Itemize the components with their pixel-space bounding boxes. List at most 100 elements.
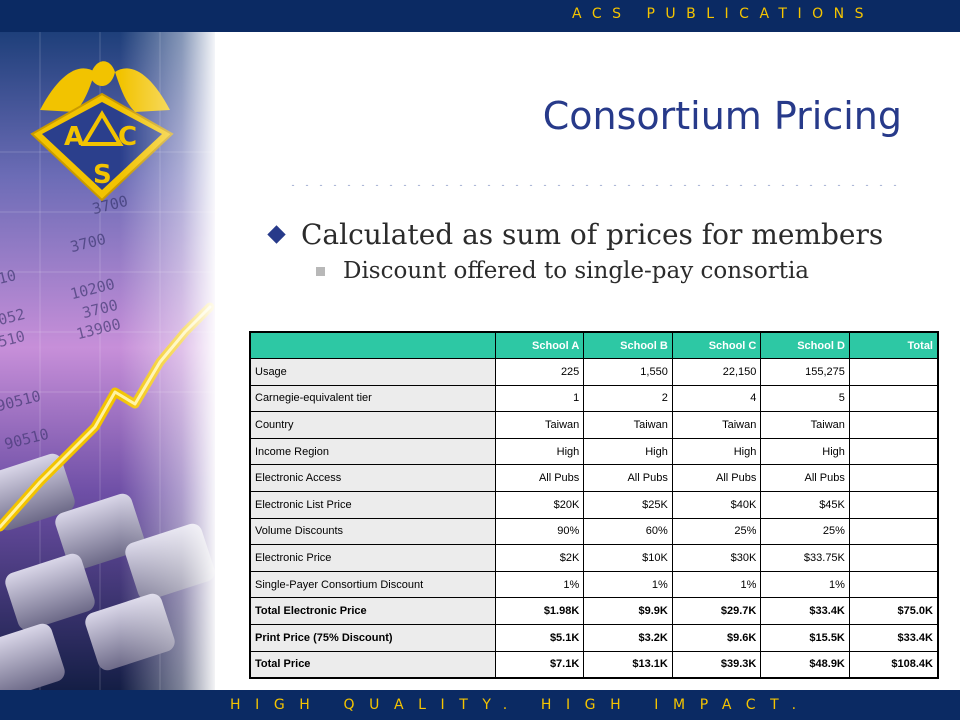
table-cell: $7.1K [494,650,585,679]
table-cell: Taiwan [494,411,585,439]
table-cell: Taiwan [583,411,673,439]
bullet-main: Calculated as sum of prices for members [267,218,884,251]
table-cell [848,544,939,572]
table-cell: $30K [671,544,762,572]
bullet-main-text: Calculated as sum of prices for members [301,218,884,251]
row-label: Income Region [249,437,496,466]
table-cell: 25% [671,517,762,546]
table-cell: $20K [494,491,585,519]
row-label: Carnegie-equivalent tier [249,384,496,413]
pricing-table: School A School B School C School D Tota… [249,331,939,679]
logo-letter-c: C [118,122,138,152]
table-cell: 4 [671,384,762,413]
row-label: Volume Discounts [249,517,496,546]
table-cell: 90% [494,517,585,546]
table-row: Electronic List Price $20K $25K $40K $45K [249,491,939,519]
table-cell: 1% [583,570,673,599]
side-fade [120,32,215,690]
row-label: Electronic Price [249,544,496,572]
table-cell [848,437,939,466]
table-cell: $9.6K [671,624,762,652]
table-row: Country Taiwan Taiwan Taiwan Taiwan [249,411,939,439]
table-cell: $108.4K [848,650,939,679]
row-label: Print Price (75% Discount) [249,624,496,652]
square-bullet-icon [316,266,325,276]
table-cell: $9.9K [583,597,673,626]
table-cell [848,411,939,439]
table-cell [848,358,939,386]
table-header-row: School A School B School C School D Tota… [249,331,939,360]
table-cell: All Pubs [583,464,673,493]
table-cell: 155,275 [760,358,850,386]
column-header [249,331,496,360]
bullet-sub-text: Discount offered to single-pay consortia [343,258,810,284]
table-cell: 1% [671,570,762,599]
table-cell [848,491,939,519]
table-cell: All Pubs [671,464,762,493]
table-cell: 1% [494,570,585,599]
table-cell [848,384,939,413]
table-cell: $25K [583,491,673,519]
table-cell: 25% [760,517,850,546]
table-cell: High [671,437,762,466]
table-cell: 22,150 [671,358,762,386]
table-cell: 1% [760,570,850,599]
title-divider [286,184,906,186]
table-row: Usage 225 1,550 22,150 155,275 [249,358,939,386]
table-row: Total Price $7.1K $13.1K $39.3K $48.9K $108.4… [249,650,939,679]
table-body: Usage 225 1,550 22,150 155,275 Carnegie-equiv… [249,358,939,679]
table-cell: $5.1K [494,624,585,652]
table-cell: $2K [494,544,585,572]
brand-text: ACS PUBLICATIONS [572,6,874,22]
column-header: School C [671,331,762,360]
table-row: Volume Discounts 90% 60% 25% 25% [249,517,939,546]
column-header: School D [760,331,850,360]
header-bar: ACS PUBLICATIONS [0,0,960,32]
logo-letter-a: A [64,122,85,152]
table-row: Total Electronic Price $1.98K $9.9K $29.7K $… [249,597,939,626]
column-header: School A [494,331,585,360]
side-graphic-panel: A C S 3700 3700 10200 3700 13900 90510 9… [0,32,215,690]
table-cell: $10K [583,544,673,572]
table-cell: Taiwan [671,411,762,439]
logo-letter-s: S [93,160,112,190]
table-cell [848,517,939,546]
table-row: Print Price (75% Discount) $5.1K $3.2K $9.6… [249,624,939,652]
table-cell [848,464,939,493]
column-header: School B [583,331,673,360]
table-cell: 1,550 [583,358,673,386]
row-label: Total Price [249,650,496,679]
table-cell: $48.9K [760,650,850,679]
table-row: Electronic Price $2K $10K $30K $33.75K [249,544,939,572]
table-row: Single-Payer Consortium Discount 1% 1% 1% 1% [249,570,939,599]
table-cell: 5 [760,384,850,413]
bullet-sub: Discount offered to single-pay consortia [316,258,809,284]
table-cell [848,570,939,599]
table-row: Income Region High High High High [249,437,939,466]
table-cell: $33.4K [848,624,939,652]
table-cell: $15.5K [760,624,850,652]
row-label: Country [249,411,496,439]
table-cell: $29.7K [671,597,762,626]
table-cell: $13.1K [583,650,673,679]
table-cell: 225 [494,358,585,386]
table-cell: $75.0K [848,597,939,626]
table-cell: High [583,437,673,466]
row-label: Electronic Access [249,464,496,493]
row-label: Usage [249,358,496,386]
table-cell: 2 [583,384,673,413]
diamond-bullet-icon [267,225,286,244]
table-cell: All Pubs [760,464,850,493]
tagline-text: HIGH QUALITY. HIGH IMPACT. [230,697,811,713]
table-row: Carnegie-equivalent tier 1 2 4 5 [249,384,939,413]
table-cell: High [760,437,850,466]
table-row: Electronic Access All Pubs All Pubs All Pub… [249,464,939,493]
table-cell: $1.98K [494,597,585,626]
row-label: Electronic List Price [249,491,496,519]
table-cell: 60% [583,517,673,546]
table-cell: 1 [494,384,585,413]
footer-bar: HIGH QUALITY. HIGH IMPACT. [0,690,960,720]
table-cell: Taiwan [760,411,850,439]
table-cell: $45K [760,491,850,519]
row-label: Single-Payer Consortium Discount [249,570,496,599]
